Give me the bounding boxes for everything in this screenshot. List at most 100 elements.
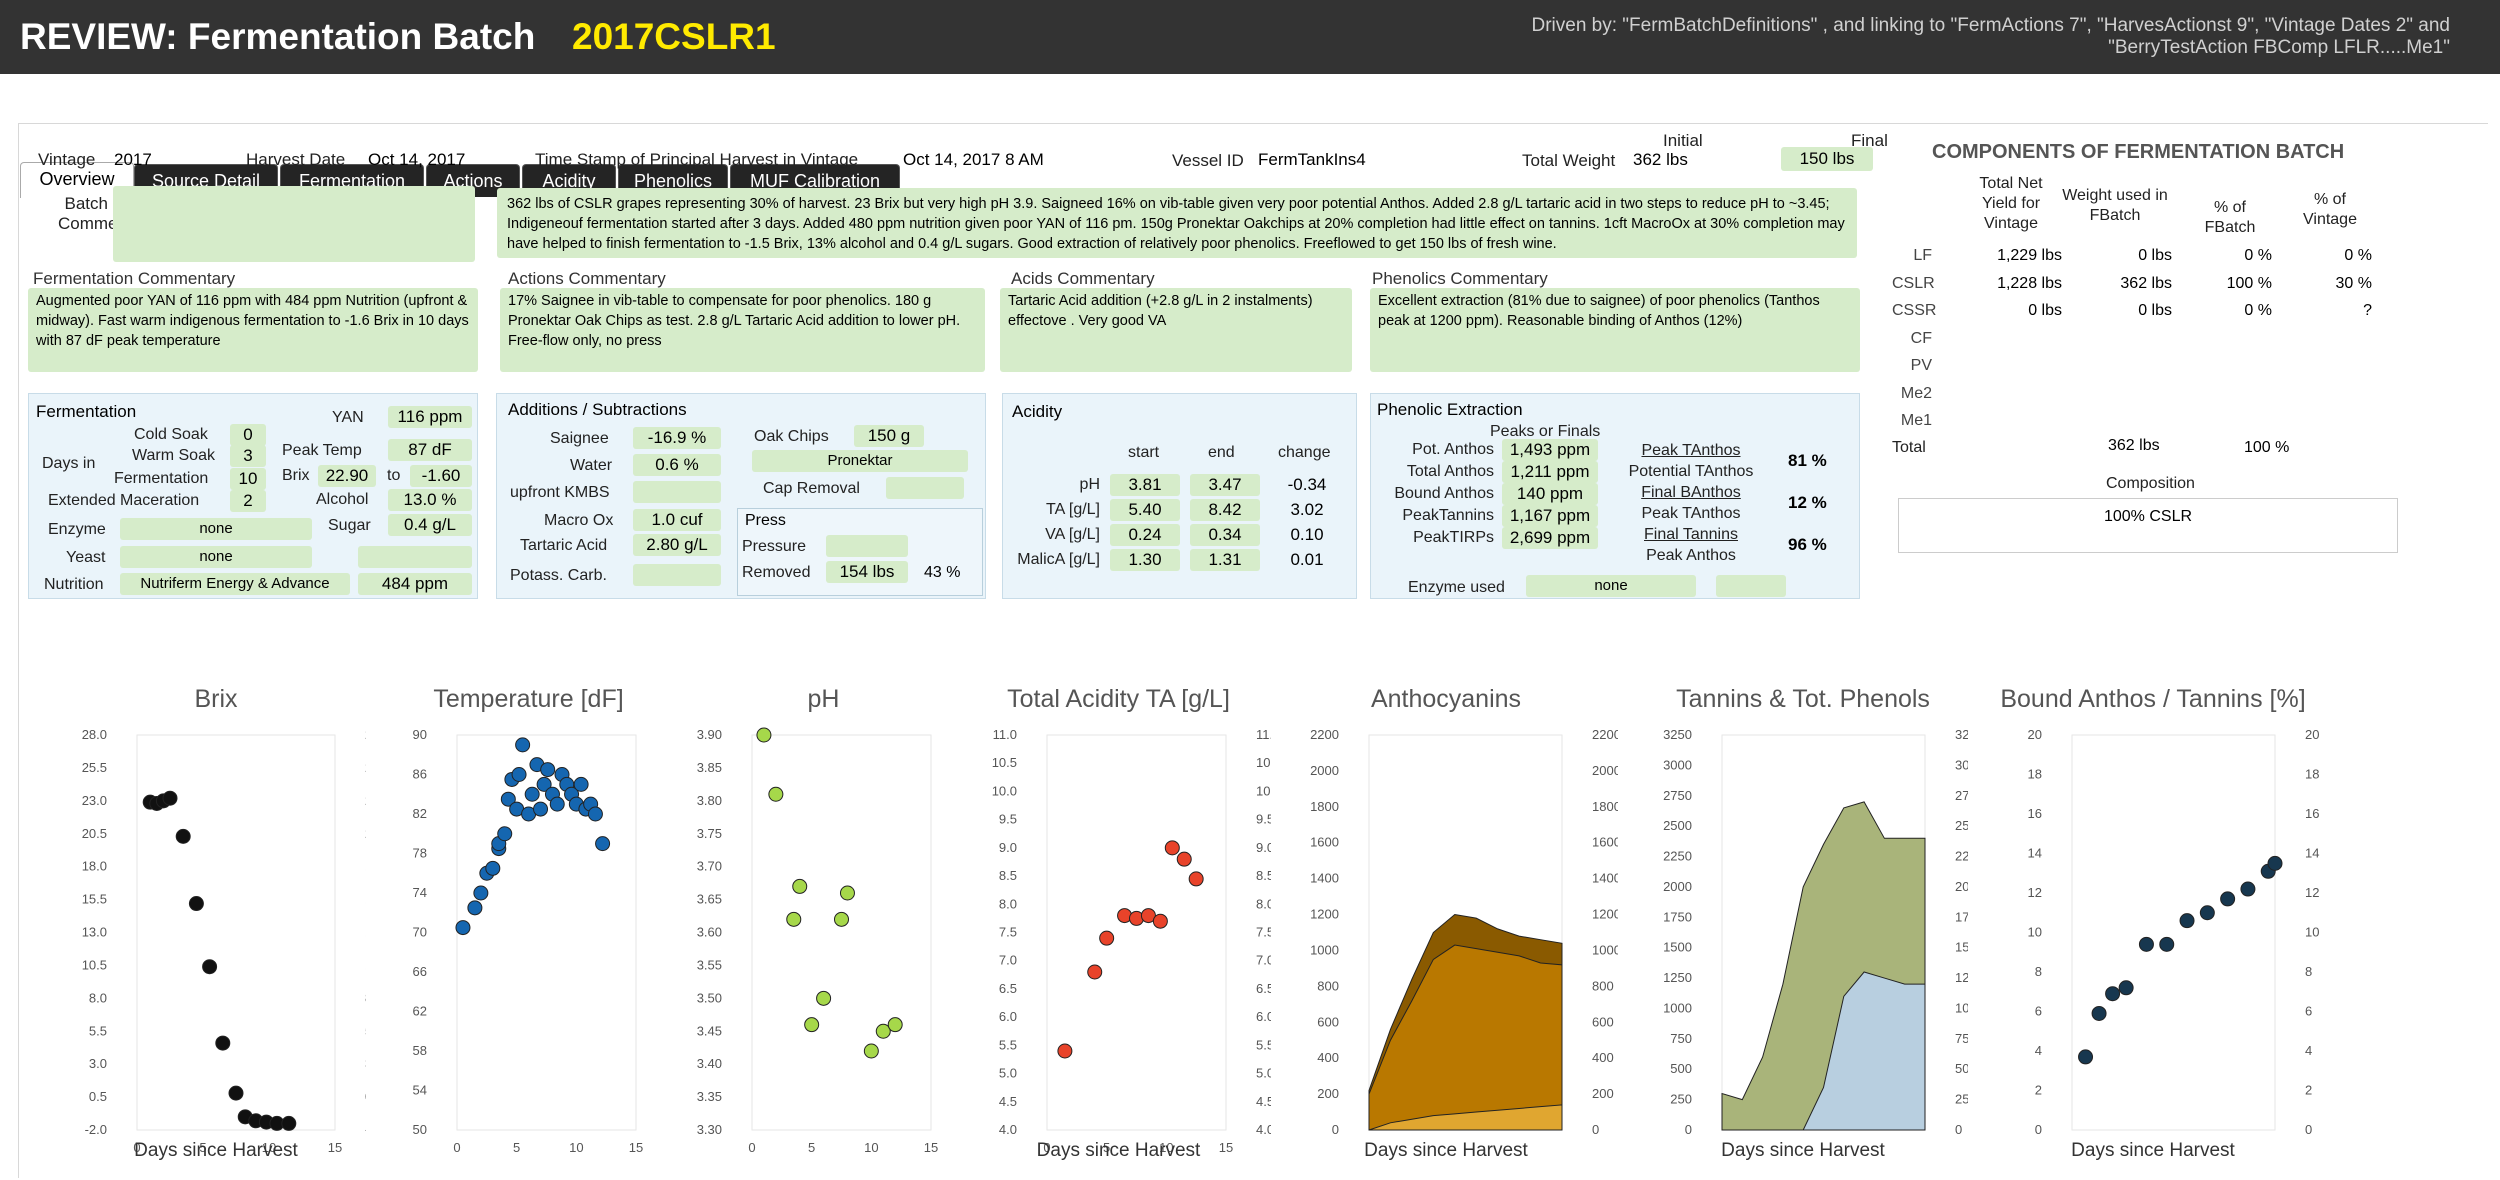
acidity-end-value: 3.47: [1190, 474, 1260, 496]
kmbs-label: upfront KMBS: [510, 484, 610, 501]
phenolic-enzyme-value[interactable]: none: [1526, 575, 1696, 597]
saignee-label: Saignee: [550, 430, 609, 447]
component-name: Me2: [1900, 384, 1932, 402]
phenolic-row-label: Bound Anthos: [1394, 485, 1494, 502]
batch-comment-empty-field[interactable]: [113, 186, 475, 262]
chart-title: Brix: [194, 685, 238, 713]
peak-temp-value: 87 dF: [388, 439, 472, 461]
y-tick-label: 86: [413, 767, 427, 782]
data-point: [1152, 913, 1168, 929]
y-tick-label: 3.30: [697, 1122, 722, 1137]
y2-tick-label: 6.5: [1256, 981, 1274, 996]
macro-ox-label: Macro Ox: [544, 512, 614, 529]
x-tick-label: 0: [748, 1140, 755, 1155]
acidity-end-value: 8.42: [1190, 499, 1260, 521]
y-tick-label: 18.0: [82, 859, 107, 874]
batch-comment-text[interactable]: 362 lbs of CSLR grapes representing 30% …: [497, 188, 1857, 258]
data-point: [2220, 891, 2236, 907]
y2-tick-label: 16: [2305, 806, 2319, 821]
data-point: [1087, 964, 1103, 980]
oak-chips-value: 150 g: [854, 425, 924, 447]
phenolic-enzyme-extra[interactable]: [1716, 575, 1786, 597]
harvest-date-label: Harvest Date: [246, 150, 346, 169]
tab-strip: Overview Source Detail Fermentation Acti…: [0, 74, 2500, 198]
y2-tick-label: 10: [2305, 925, 2319, 940]
component-weight: 362 lbs: [2120, 274, 2172, 292]
y-tick-label: 18: [2028, 767, 2042, 782]
ratio-numerator: Final Tannins: [1644, 526, 1738, 543]
brix-to-label: to: [387, 467, 401, 484]
data-point: [533, 801, 549, 817]
y-tick-label: 54: [413, 1083, 427, 1098]
data-point: [281, 1115, 297, 1131]
x-tick-label: 10: [864, 1140, 878, 1155]
phenolic-row-label: Pot. Anthos: [1412, 441, 1494, 458]
fermentation-commentary-text[interactable]: Augmented poor YAN of 116 ppm with 484 p…: [28, 288, 478, 372]
y-tick-label: 500: [1670, 1061, 1692, 1076]
x-tick-label: 5: [1103, 1140, 1110, 1155]
x-tick-label: 10: [569, 1140, 583, 1155]
y2-tick-label: 2: [2305, 1083, 2312, 1098]
alcohol-label: Alcohol: [316, 491, 369, 508]
actions-commentary-text[interactable]: 17% Saignee in vib-table to compensate f…: [500, 288, 985, 372]
data-point: [536, 776, 552, 792]
extended-maceration-label: Extended Maceration: [48, 492, 200, 509]
component-yield: 1,229 lbs: [1997, 247, 2062, 264]
y-tick-label: 23.0: [82, 793, 107, 808]
component-name: CF: [1910, 329, 1932, 347]
data-point: [2179, 913, 2195, 929]
timestamp-label: Time Stamp of Principal Harvest in Vinta…: [535, 150, 859, 169]
y-tick-label: 3.50: [697, 990, 722, 1005]
phenolic-row-value: 1,167 ppm: [1502, 505, 1598, 527]
fermentation-days-value: 10: [230, 468, 266, 490]
data-point: [2159, 936, 2175, 952]
acidity-header-start: start: [1128, 444, 1160, 461]
additions-section-title: Additions / Subtractions: [508, 400, 687, 419]
data-point: [524, 786, 540, 802]
oak-chips-type[interactable]: Pronektar: [752, 450, 968, 472]
data-point: [215, 1035, 231, 1051]
fermentation-commentary-label: Fermentation Commentary: [33, 269, 236, 288]
y2-tick-label: 8.5: [1256, 868, 1274, 883]
component-name: CSLR: [1892, 274, 1935, 292]
y2-tick-label: 12: [2305, 885, 2319, 900]
chart-title: Total Acidity TA [g/L]: [1007, 685, 1230, 713]
data-point: [839, 885, 855, 901]
data-point: [202, 959, 218, 975]
data-point: [188, 896, 204, 912]
area-series: [1722, 971, 1926, 1131]
acids-commentary-label: Acids Commentary: [1011, 269, 1155, 288]
yeast-value[interactable]: none: [120, 546, 312, 568]
data-point: [2267, 855, 2283, 871]
tartaric-value: 2.80 g/L: [633, 534, 721, 556]
vintage-value: 2017: [114, 150, 152, 169]
y2-tick-label: 7.0: [1256, 953, 1274, 968]
yeast-extra-field[interactable]: [358, 546, 472, 568]
component-yield: 1,228 lbs: [1997, 274, 2062, 292]
cold-soak-label: Cold Soak: [134, 426, 208, 443]
component-pct-batch: 0 %: [2244, 302, 2272, 319]
days-in-label: Days in: [42, 455, 96, 472]
data-point: [2240, 881, 2256, 897]
y-tick-label: 10.5: [992, 755, 1017, 770]
tab-overview[interactable]: Overview: [20, 162, 134, 198]
nutrition-value[interactable]: Nutriferm Energy & Advance: [120, 573, 350, 595]
y2-tick-label: 20: [2305, 727, 2319, 742]
acidity-section-title: Acidity: [1012, 402, 1063, 421]
y2-tick-label: 9.5: [1256, 812, 1274, 827]
enzyme-value[interactable]: none: [120, 518, 312, 540]
data-point: [175, 828, 191, 844]
component-yield: 0 lbs: [2028, 302, 2062, 319]
acidity-start-value: 3.81: [1110, 474, 1180, 496]
acids-commentary-text[interactable]: Tartaric Acid addition (+2.8 g/L in 2 in…: [1000, 288, 1352, 372]
nutrition-label: Nutrition: [44, 576, 104, 593]
sugar-label: Sugar: [328, 517, 371, 534]
y-tick-label: 1000: [1310, 942, 1339, 957]
y-tick-label: 3.45: [697, 1023, 722, 1038]
acidity-change-value: -0.34: [1287, 475, 1327, 494]
y-tick-label: 15.5: [82, 892, 107, 907]
y-tick-label: 7.5: [999, 925, 1017, 940]
phenolics-commentary-text[interactable]: Excellent extraction (81% due to saignee…: [1370, 288, 1860, 372]
acidity-start-value: 1.30: [1110, 549, 1180, 571]
components-header-weight: Weight used in FBatch: [2062, 187, 2168, 224]
